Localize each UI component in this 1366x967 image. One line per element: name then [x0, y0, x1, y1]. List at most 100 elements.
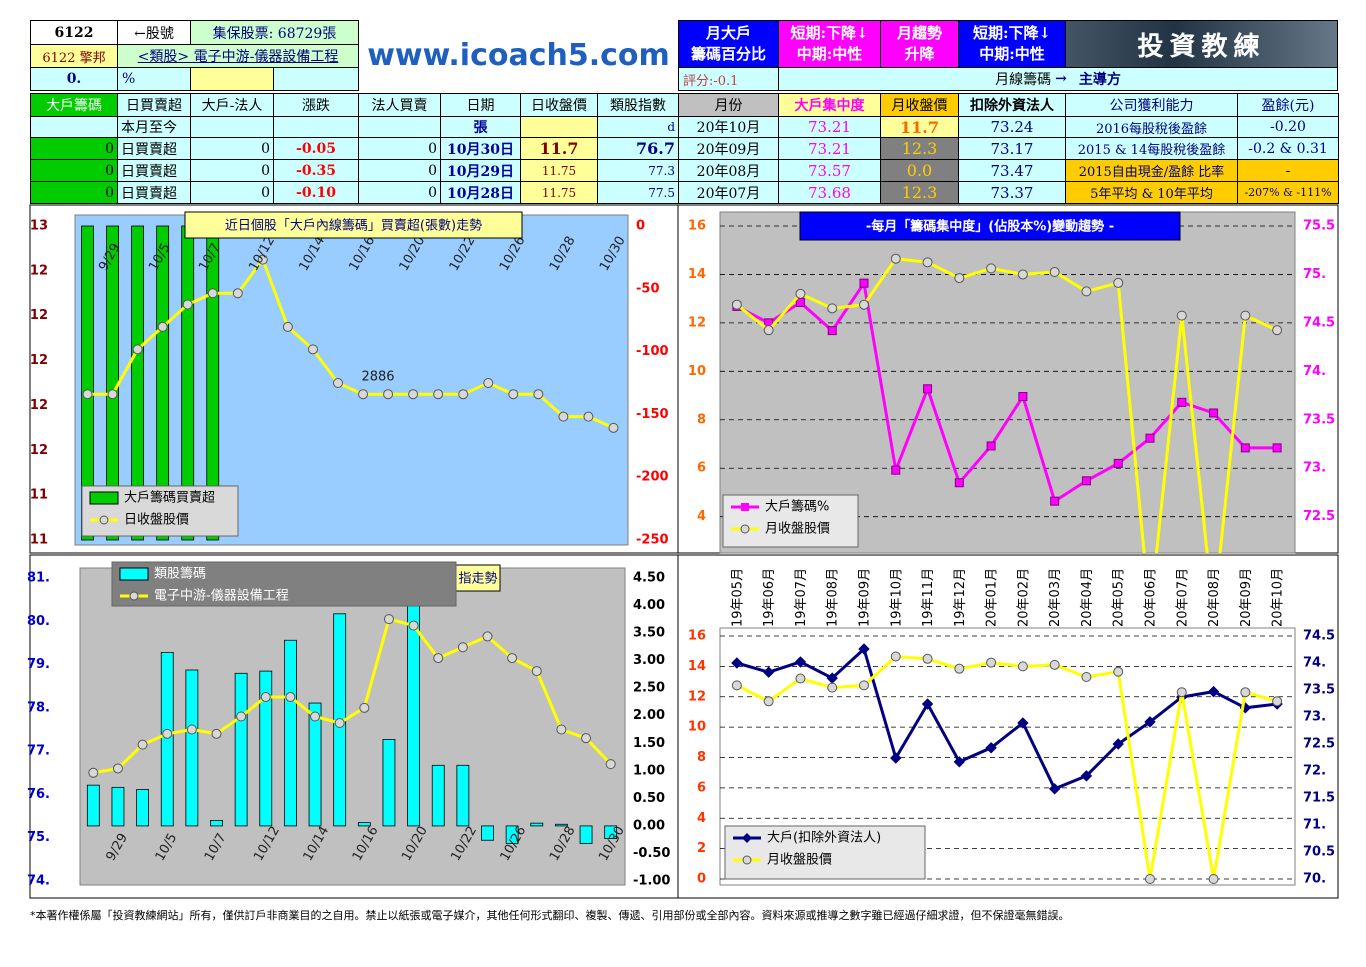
- point: [986, 657, 997, 668]
- legend-box: [111, 561, 457, 607]
- point: [260, 692, 271, 703]
- point: [954, 478, 964, 488]
- table-cell: 0: [190, 159, 274, 182]
- annotation: 2886: [361, 370, 394, 385]
- tick-label: 78.: [27, 700, 50, 715]
- bar: [407, 604, 420, 827]
- x-tick-label: 20年02月: [1016, 568, 1031, 627]
- point: [763, 325, 774, 336]
- point: [1272, 696, 1283, 707]
- table-cell: 11.7: [520, 137, 598, 160]
- legend-label: 大戶(扣除外資法人): [767, 831, 881, 846]
- point: [82, 389, 93, 400]
- tick-label: 72.: [1303, 764, 1326, 779]
- point: [157, 321, 168, 332]
- point: [162, 728, 173, 739]
- point: [88, 767, 99, 778]
- tick-label: 12: [688, 689, 706, 704]
- tick-label: 81.: [27, 571, 50, 586]
- table-cell: -: [1237, 159, 1339, 182]
- point: [1113, 277, 1124, 288]
- point: [433, 653, 444, 664]
- tick-label: 1.50: [633, 736, 665, 751]
- point: [1049, 659, 1060, 670]
- point: [1017, 269, 1028, 280]
- x-tick-label: 20年05月: [1112, 568, 1127, 627]
- table-cell: 2015自由現金/盈餘 比率: [1065, 159, 1238, 182]
- tick-label: -250: [636, 533, 669, 548]
- box-text: 短期:下降↓: [790, 24, 869, 42]
- arrow: →: [1055, 71, 1067, 87]
- box-text: 月大戶: [705, 24, 751, 42]
- table-cell: -0.2 & 0.31: [1237, 137, 1339, 160]
- table-cell: -0.20: [1237, 116, 1339, 138]
- column-header: 日收盤價: [520, 93, 598, 117]
- tick-label: 2: [697, 841, 706, 856]
- tick-label: 77.: [27, 744, 50, 759]
- series-layer: [81, 225, 619, 541]
- point: [1017, 717, 1029, 729]
- point: [890, 752, 902, 764]
- point: [954, 273, 965, 284]
- ratio: 0.: [30, 67, 118, 91]
- tick-label: 3.50: [633, 626, 665, 641]
- point: [207, 288, 218, 299]
- bar: [555, 823, 568, 827]
- x-tick-label: 20年01月: [985, 568, 1000, 627]
- tick-label: 74.5: [1303, 629, 1335, 644]
- table-cell: [30, 116, 118, 138]
- tick-label: 3.00: [633, 653, 665, 668]
- point: [186, 724, 197, 735]
- point: [731, 657, 743, 669]
- point: [1207, 685, 1220, 698]
- legend-label: 日收盤股價: [124, 513, 189, 528]
- point: [457, 642, 468, 653]
- tick-label: 4: [697, 811, 706, 826]
- bar: [81, 225, 94, 541]
- table-cell: 10月28日: [440, 181, 521, 204]
- tick-label: -100: [636, 344, 669, 359]
- bar: [136, 789, 149, 827]
- point: [986, 263, 997, 274]
- tick-label: 73.: [1303, 710, 1326, 725]
- table-cell: 77.3: [597, 159, 679, 182]
- site: www.icoach5.com: [367, 38, 670, 73]
- point: [1113, 666, 1124, 677]
- table-cell: 10月29日: [440, 159, 521, 182]
- table-cell: 0: [358, 181, 441, 204]
- tick-label: 8: [697, 412, 706, 427]
- stock-id: 6122: [30, 20, 118, 45]
- point: [922, 257, 933, 268]
- tick-label: 12: [688, 315, 706, 330]
- point: [953, 756, 966, 768]
- point: [236, 711, 247, 722]
- monthly: 月線籌碼: [995, 72, 1052, 88]
- table-cell: 20年07月: [678, 181, 779, 204]
- point: [1176, 310, 1187, 321]
- point: [1048, 783, 1061, 795]
- point: [508, 389, 519, 400]
- table-cell: 76.7: [597, 137, 679, 160]
- chart-title: -每月「籌碼集中度」(佔股本%)變動趨勢 -: [866, 219, 1114, 235]
- point: [482, 631, 493, 642]
- tick-label: 16: [688, 629, 706, 644]
- x-tick-label: 20年07月: [1175, 568, 1190, 627]
- monthly-box: 月線籌碼 → 主導方: [778, 67, 1338, 91]
- table-cell: 73.47: [958, 159, 1066, 182]
- point: [556, 724, 567, 735]
- table-cell: [190, 116, 274, 138]
- table-cell: 73.21: [778, 137, 881, 160]
- series-layer: [86, 604, 618, 844]
- tick-label: -50: [636, 281, 660, 296]
- point: [891, 465, 901, 475]
- point: [257, 254, 268, 265]
- table-cell: 73.37: [958, 181, 1066, 204]
- bar: [481, 825, 494, 841]
- bar: [604, 825, 618, 839]
- point: [827, 303, 838, 314]
- x-tick-label: 19年09月: [858, 568, 873, 627]
- tick-label: 72.5: [1303, 737, 1335, 752]
- bar: [210, 820, 223, 827]
